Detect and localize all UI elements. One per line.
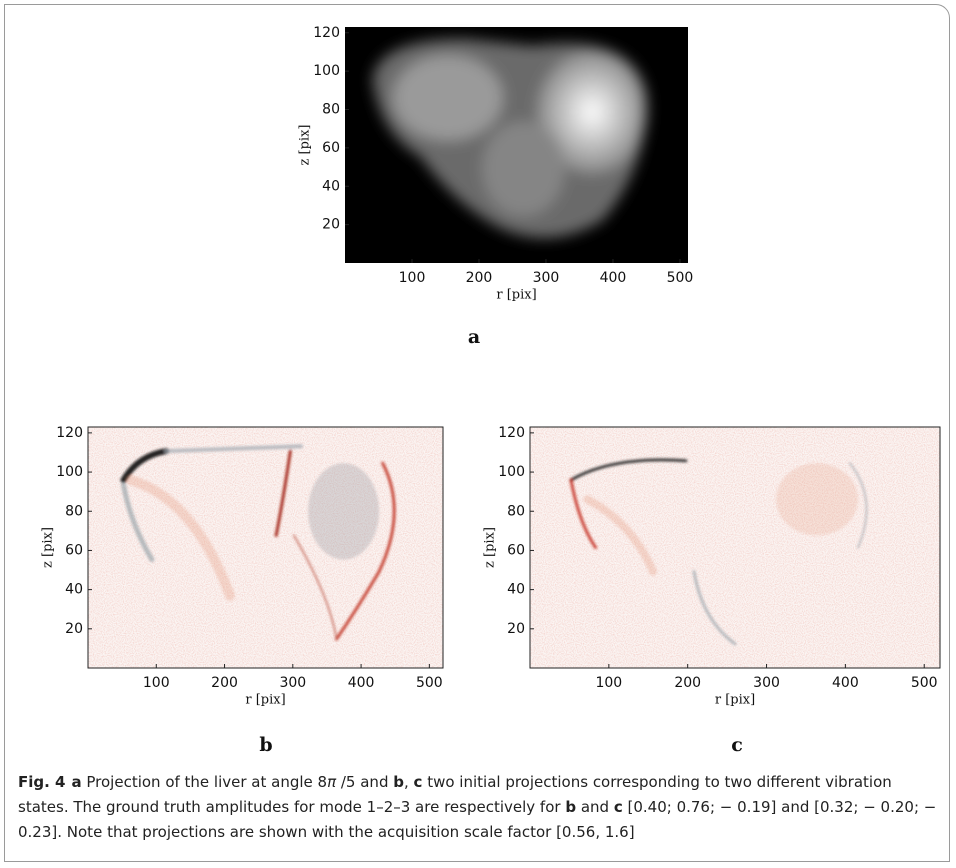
structures <box>120 444 396 641</box>
y-tick-label: 40 <box>507 582 525 598</box>
liver-bright <box>537 50 647 174</box>
y-tick-label: 80 <box>322 102 340 118</box>
x-tick-label: 100 <box>595 675 622 691</box>
y-tick-label: 100 <box>313 63 340 79</box>
projection-image <box>530 427 940 668</box>
x-tick-label: 400 <box>348 675 375 691</box>
figure: 100 200 300 400 500 20 40 60 80 100 120 r [pix] z [p… <box>41 25 941 756</box>
caption-text: [0.40; 0.76; − 0.19] and [0.32; − 0.20; … <box>18 798 937 841</box>
x-tick-label: 300 <box>533 270 560 286</box>
liver-shape <box>372 38 647 238</box>
liver-mid <box>393 55 503 141</box>
x-tick-label: 100 <box>143 675 170 691</box>
structure <box>121 482 155 563</box>
y-tick-label: 100 <box>498 464 525 480</box>
caption-text: c <box>413 773 423 791</box>
structure <box>125 475 235 601</box>
figure-frame <box>4 4 950 862</box>
y-tick-label: 120 <box>56 425 83 441</box>
caption-text: and <box>576 798 614 816</box>
caption-text: Projection of the liver at angle 8 <box>81 773 328 791</box>
liver-mid <box>482 121 565 216</box>
projection-image <box>345 27 688 263</box>
caption-text: b <box>393 773 404 791</box>
panel-label: c <box>731 734 743 756</box>
y-tick-label: 100 <box>56 464 83 480</box>
y-axis-label: z [pix] <box>483 527 498 568</box>
x-axis-label: r [pix] <box>245 693 285 708</box>
x-tick-label: 500 <box>667 270 694 286</box>
structure <box>692 570 737 646</box>
y-tick-label: 120 <box>313 25 340 41</box>
axes-frame <box>529 426 941 669</box>
projection-image <box>88 427 443 668</box>
structure <box>569 478 598 549</box>
y-tick-label: 60 <box>507 542 525 558</box>
y-tick-label: 20 <box>322 217 340 233</box>
y-axis-label: z [pix] <box>298 125 313 166</box>
caption-text: , <box>403 773 414 791</box>
y-axis-label: z [pix] <box>41 527 56 568</box>
caption-text: c <box>613 798 623 816</box>
caption-text: /5 and <box>336 773 394 791</box>
structure <box>583 495 657 576</box>
x-tick-label: 400 <box>832 675 859 691</box>
y-tick-label: 20 <box>65 621 83 637</box>
panel-label: b <box>259 734 272 756</box>
x-axis-label: r [pix] <box>715 693 755 708</box>
structures <box>569 458 868 646</box>
x-tick-label: 300 <box>753 675 780 691</box>
x-tick-label: 200 <box>466 270 493 286</box>
figure-number: Fig. 4 <box>18 773 66 791</box>
caption: Fig. 4 a Projection of the liver at angle… <box>18 770 943 845</box>
structure <box>274 449 292 537</box>
structure <box>292 534 338 641</box>
structure <box>569 458 688 482</box>
x-tick-label: 200 <box>211 675 238 691</box>
x-tick-label: 200 <box>674 675 701 691</box>
x-tick-label: 100 <box>399 270 426 286</box>
caption-text: two initial projections corresponding to… <box>18 773 892 816</box>
y-tick-label: 120 <box>498 425 525 441</box>
y-tick-label: 80 <box>507 503 525 519</box>
image-noise <box>530 427 940 668</box>
x-tick-label: 300 <box>279 675 306 691</box>
y-tick-label: 40 <box>65 582 83 598</box>
caption-text: b <box>565 798 577 816</box>
structure <box>308 463 380 560</box>
y-tick-label: 20 <box>507 621 525 637</box>
y-tick-label: 40 <box>322 178 340 194</box>
structure <box>335 461 396 641</box>
y-tick-label: 60 <box>65 542 83 558</box>
caption-text: π <box>327 773 337 791</box>
x-axis-label: r [pix] <box>496 288 536 303</box>
axes-frame <box>87 426 444 669</box>
x-tick-label: 500 <box>416 675 443 691</box>
x-tick-label: 500 <box>911 675 938 691</box>
x-tick-label: 400 <box>600 270 627 286</box>
y-tick-label: 60 <box>322 140 340 156</box>
structure <box>120 448 170 484</box>
structure <box>776 463 858 536</box>
structure <box>164 444 303 454</box>
caption-text: a <box>71 773 82 791</box>
structure <box>848 462 868 549</box>
panel-label: a <box>468 326 480 348</box>
y-tick-label: 80 <box>65 503 83 519</box>
